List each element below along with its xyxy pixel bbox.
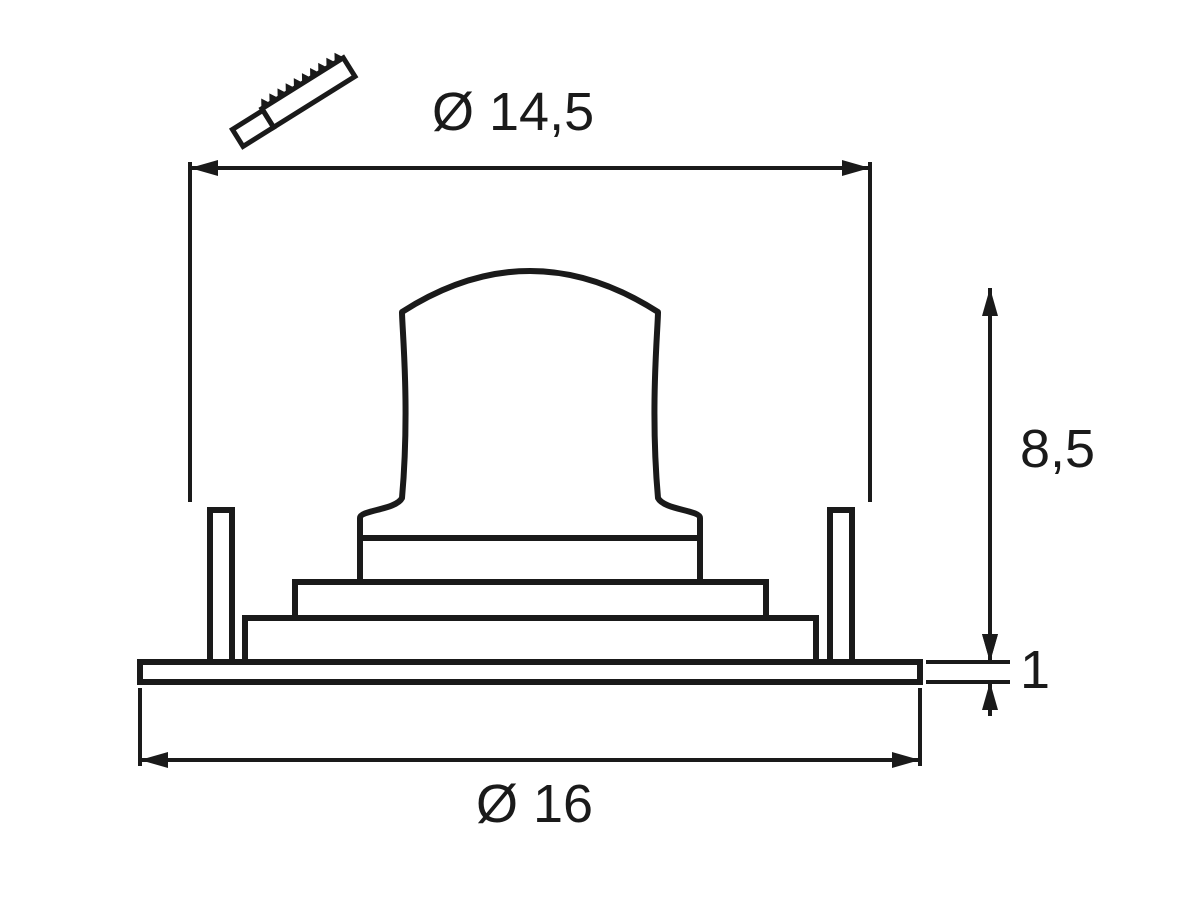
arrowhead xyxy=(842,160,870,176)
step1-outline xyxy=(245,618,816,662)
clip-right xyxy=(830,510,852,662)
flange-outline xyxy=(140,662,920,682)
dim-outer-label: Ø 16 xyxy=(476,774,593,834)
body-dome-outline xyxy=(360,271,700,582)
dim-cutout-label: Ø 14,5 xyxy=(432,82,594,142)
dimension-drawing: Ø 14,5 Ø 16 8,5 1 xyxy=(0,0,1200,900)
arrowhead xyxy=(982,288,998,316)
arrowhead xyxy=(190,160,218,176)
arrowhead xyxy=(140,752,168,768)
dim-flange-label: 1 xyxy=(1020,640,1050,700)
clip-left xyxy=(210,510,232,662)
saw-teeth xyxy=(258,51,344,109)
step2-outline xyxy=(295,582,766,618)
dim-height-label: 8,5 xyxy=(1020,419,1095,479)
holesaw-icon xyxy=(227,51,355,146)
saw-blade xyxy=(262,58,355,128)
arrowhead xyxy=(892,752,920,768)
